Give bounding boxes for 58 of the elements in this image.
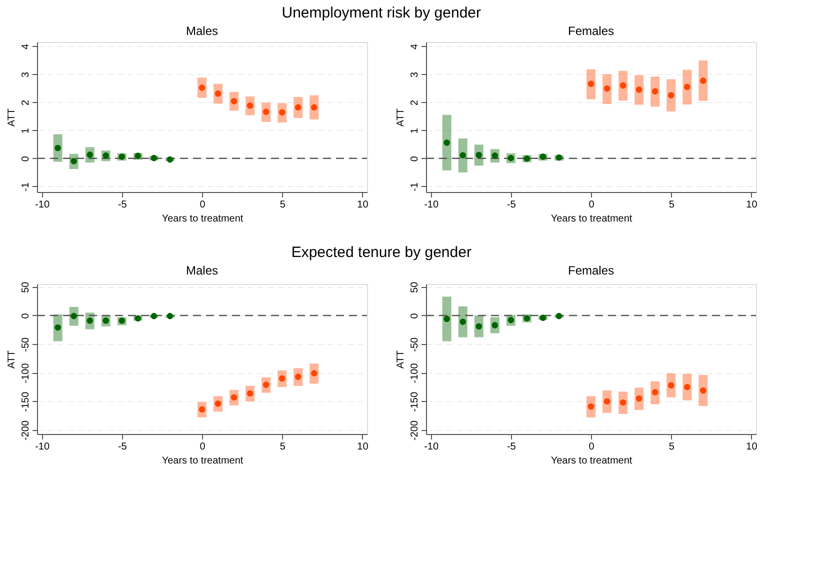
y-tick-label: 0 (410, 156, 420, 162)
x-tick-label: -10 (424, 442, 439, 452)
y-tick-label: 2 (20, 100, 32, 106)
y-tick-label: 0 (20, 156, 32, 162)
x-tick-label: 0 (200, 200, 206, 210)
y-tick-label: 1 (20, 128, 32, 134)
y-tick-label: -100 (410, 362, 420, 384)
x-tick-label: -10 (424, 200, 439, 210)
x-tick-label: -5 (118, 200, 128, 210)
y-tick-label: 4 (410, 43, 420, 50)
y-tick-label: -150 (410, 391, 420, 412)
y-axis-title: ATT (396, 108, 406, 127)
y-tick-label: -50 (410, 336, 420, 352)
x-tick-label: -10 (35, 200, 50, 210)
chart-title: Females (568, 263, 614, 278)
y-tick-label: 0 (20, 312, 32, 319)
y-axis-title: ATT (396, 350, 406, 369)
x-tick-label: 10 (357, 442, 369, 452)
y-tick-label: -100 (20, 362, 32, 384)
text: Unemployment risk by gender (282, 4, 482, 22)
y-tick-label: -200 (410, 420, 420, 440)
y-tick-label: 0 (410, 312, 420, 319)
x-tick-label: 10 (357, 200, 369, 210)
x-axis-title: Years to treatment (162, 214, 244, 224)
y-tick-label: 50 (410, 281, 420, 293)
y-tick-label: 50 (20, 281, 32, 293)
x-axis-title: Years to treatment (550, 456, 632, 466)
x-axis-title: Years to treatment (550, 214, 632, 224)
x-tick-label: -5 (506, 442, 516, 452)
y-tick-label: -50 (20, 336, 32, 352)
x-tick-label: 0 (588, 200, 595, 210)
y-tick-label: -200 (20, 420, 32, 440)
x-tick-label: 5 (668, 442, 675, 452)
text: Expected tenure by gender (291, 244, 472, 261)
y-tick-label: 3 (410, 72, 420, 78)
x-tick-label: 0 (200, 442, 206, 452)
y-tick-label: 1 (410, 128, 420, 134)
y-tick-label: -150 (20, 391, 32, 412)
x-tick-label: 5 (280, 442, 286, 452)
chart-title: Males (186, 24, 218, 38)
y-tick-label: 2 (410, 100, 420, 106)
chart-title: Males (186, 263, 218, 278)
y-tick-label: 4 (20, 43, 32, 50)
x-tick-label: 0 (588, 442, 595, 452)
y-tick-label: -1 (410, 182, 420, 192)
x-tick-label: -5 (118, 442, 128, 452)
x-tick-label: 5 (668, 200, 675, 210)
x-axis-title: Years to treatment (162, 456, 244, 466)
y-axis-title: ATT (6, 350, 18, 369)
y-axis-title: ATT (6, 108, 18, 127)
y-tick-label: 3 (20, 72, 32, 78)
x-tick-label: 10 (746, 442, 758, 452)
chart-title: Females (568, 24, 614, 38)
x-tick-label: -10 (35, 442, 50, 452)
x-tick-label: -5 (506, 200, 516, 210)
y-tick-label: -1 (20, 182, 32, 192)
x-tick-label: 5 (280, 200, 286, 210)
x-tick-label: 10 (746, 200, 758, 210)
